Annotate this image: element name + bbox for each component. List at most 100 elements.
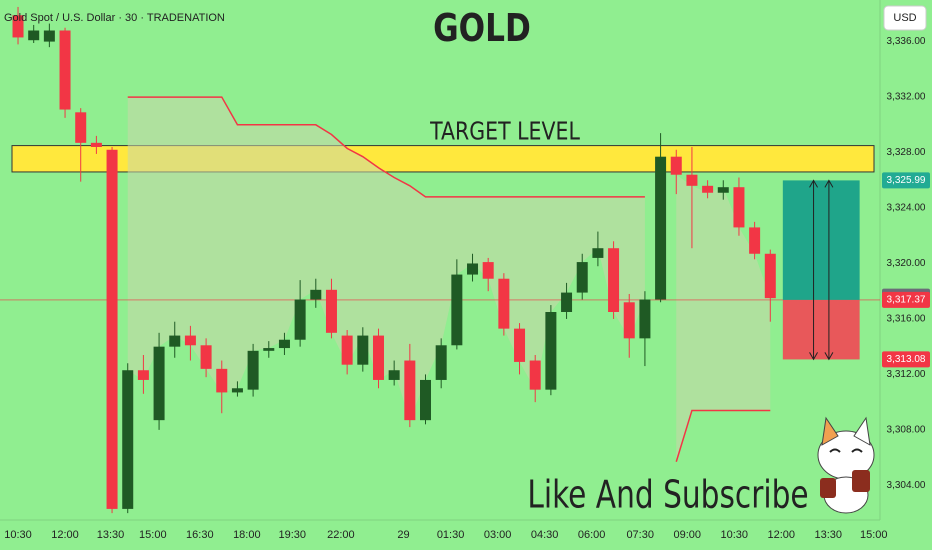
candle-body	[545, 312, 557, 390]
candle-body	[200, 345, 212, 369]
price-tag	[882, 172, 930, 189]
symbol-header: Gold Spot / U.S. Dollar · 30 · TRADENATI…	[4, 12, 225, 24]
x-tick-label: 16:30	[186, 529, 214, 541]
arrow-head	[809, 179, 818, 361]
x-tick-label: 13:30	[815, 529, 843, 541]
loss-zone	[782, 299, 860, 360]
candle-body	[733, 187, 745, 228]
plot: TARGET LEVEL	[0, 6, 880, 514]
x-tick-label: 13:30	[97, 529, 125, 541]
candle-body	[28, 30, 40, 41]
candle-body	[749, 227, 761, 254]
candle-body	[75, 112, 87, 143]
candle-body	[655, 156, 667, 300]
indicator-line	[675, 409, 771, 462]
candle-body	[325, 289, 337, 333]
candle-body	[341, 335, 353, 365]
y-tick-label: 3,304.00	[887, 480, 926, 491]
candle-body	[467, 263, 479, 275]
candle-body	[90, 142, 102, 147]
candle-body	[184, 335, 196, 346]
candle-body	[216, 368, 228, 393]
annotation: Like And Subscribe	[527, 473, 808, 518]
price-tag-label: 3,313.08	[887, 354, 926, 365]
x-tick-label: 15:00	[139, 529, 167, 541]
candle-body	[561, 292, 573, 312]
x-tick-label: 09:00	[673, 529, 701, 541]
candle-body	[310, 289, 322, 300]
candle-body	[404, 360, 416, 421]
candle-body	[514, 328, 526, 362]
candle-body	[153, 346, 165, 421]
candle-body	[372, 335, 384, 380]
candle-body	[278, 339, 290, 349]
x-tick-label: 29	[397, 529, 409, 541]
candle-body	[529, 360, 541, 390]
y-tick-label: 3,328.00	[887, 147, 926, 158]
x-tick-label: 10:30	[4, 529, 32, 541]
candle-body	[435, 345, 447, 380]
candle-body	[388, 370, 400, 380]
x-tick-label: 12:00	[51, 529, 79, 541]
arrow-head	[824, 179, 834, 361]
x-tick-label: 01:30	[437, 529, 465, 541]
candle-body	[357, 335, 369, 365]
x-tick-label: 22:00	[327, 529, 355, 541]
x-tick-label: 15:00	[860, 529, 888, 541]
candle-body	[12, 15, 24, 38]
candle-body	[247, 350, 259, 390]
candle-body	[702, 185, 714, 193]
candle-body	[717, 187, 729, 193]
candle-body	[576, 262, 588, 293]
candle-body	[639, 299, 651, 339]
x-tick-label: 06:00	[578, 529, 606, 541]
candle-body	[686, 174, 698, 186]
candle-body	[482, 262, 494, 279]
x-tick-label: 18:00	[233, 529, 261, 541]
candle-body	[231, 388, 243, 393]
candle-body	[137, 370, 149, 380]
price-tag-label: 3,325.99	[887, 175, 926, 186]
price-tag	[882, 291, 930, 308]
y-tick-label: 3,336.00	[887, 36, 926, 47]
price-tag	[882, 351, 930, 368]
y-tick-label: 3,312.00	[887, 369, 926, 380]
candle-body	[294, 299, 306, 340]
candle-body	[764, 253, 776, 299]
y-tick-label: 3,308.00	[887, 425, 926, 436]
currency-button[interactable]	[883, 5, 927, 31]
y-tick-label: 3,320.00	[887, 258, 926, 269]
x-tick-label: 07:30	[626, 529, 654, 541]
candle-body	[59, 30, 71, 110]
candle-body	[122, 370, 134, 509]
candle-body	[608, 248, 620, 312]
candle-body	[420, 379, 432, 421]
candle-body	[169, 335, 181, 347]
x-tick-label: 03:00	[484, 529, 512, 541]
profit-zone	[782, 180, 860, 300]
chart-title: GOLD	[433, 7, 531, 51]
x-tick-label: 10:30	[720, 529, 748, 541]
x-tick-label: 04:30	[531, 529, 559, 541]
candle-body	[623, 302, 635, 339]
y-tick-label: 3,332.00	[887, 92, 926, 103]
candle-body	[498, 278, 510, 329]
x-tick-label: 19:30	[279, 529, 307, 541]
indicator-area	[676, 174, 771, 462]
y-tick-label: 3,316.00	[887, 314, 926, 325]
candle-body	[43, 30, 55, 42]
mascot	[817, 416, 875, 514]
candle-body	[263, 348, 275, 351]
currency[interactable]: USD	[893, 12, 916, 24]
x-tick-label: 12:00	[767, 529, 795, 541]
candle-body	[451, 274, 463, 346]
y-tick-label: 3,324.00	[887, 203, 926, 214]
target-label: TARGET LEVEL	[429, 118, 580, 146]
indicator-line	[127, 96, 645, 198]
price-tag-label: 3,317.37	[887, 295, 926, 306]
candle-body	[592, 248, 604, 258]
candle-body	[670, 156, 682, 175]
candle-body	[106, 149, 118, 509]
